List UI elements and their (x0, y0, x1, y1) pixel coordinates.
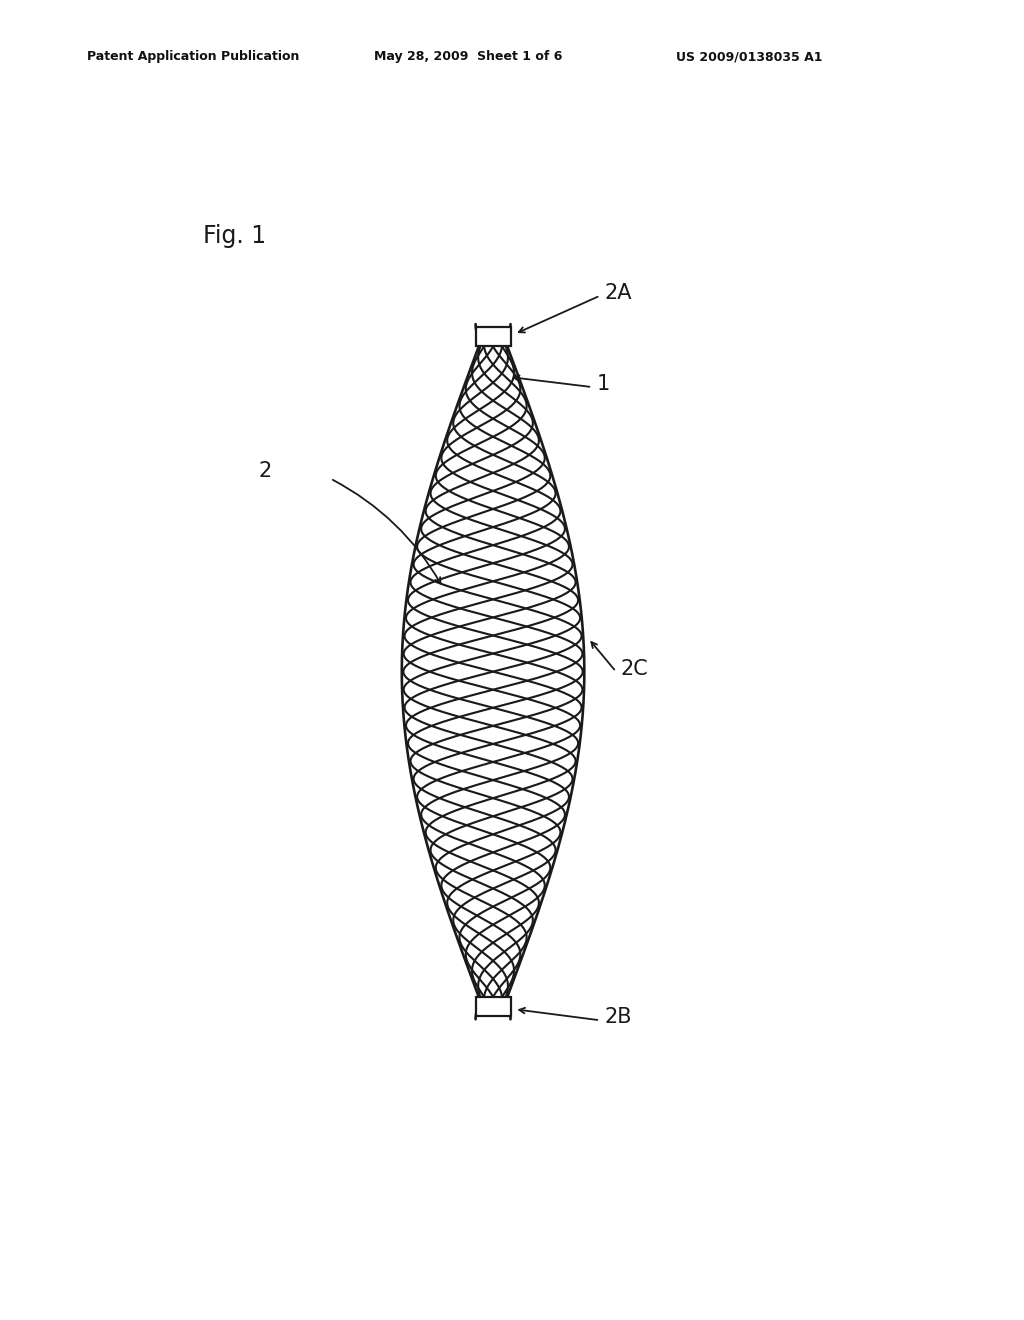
Text: 2C: 2C (620, 659, 648, 678)
Text: Fig. 1: Fig. 1 (204, 224, 266, 248)
Text: US 2009/0138035 A1: US 2009/0138035 A1 (676, 50, 822, 63)
Text: 2: 2 (259, 462, 272, 482)
Text: May 28, 2009  Sheet 1 of 6: May 28, 2009 Sheet 1 of 6 (374, 50, 562, 63)
Bar (475, 997, 511, 1016)
Bar (475, 327, 511, 346)
Text: Patent Application Publication: Patent Application Publication (87, 50, 299, 63)
Text: 2A: 2A (604, 282, 632, 302)
Text: 2B: 2B (604, 1007, 632, 1027)
Text: 1: 1 (596, 374, 609, 395)
